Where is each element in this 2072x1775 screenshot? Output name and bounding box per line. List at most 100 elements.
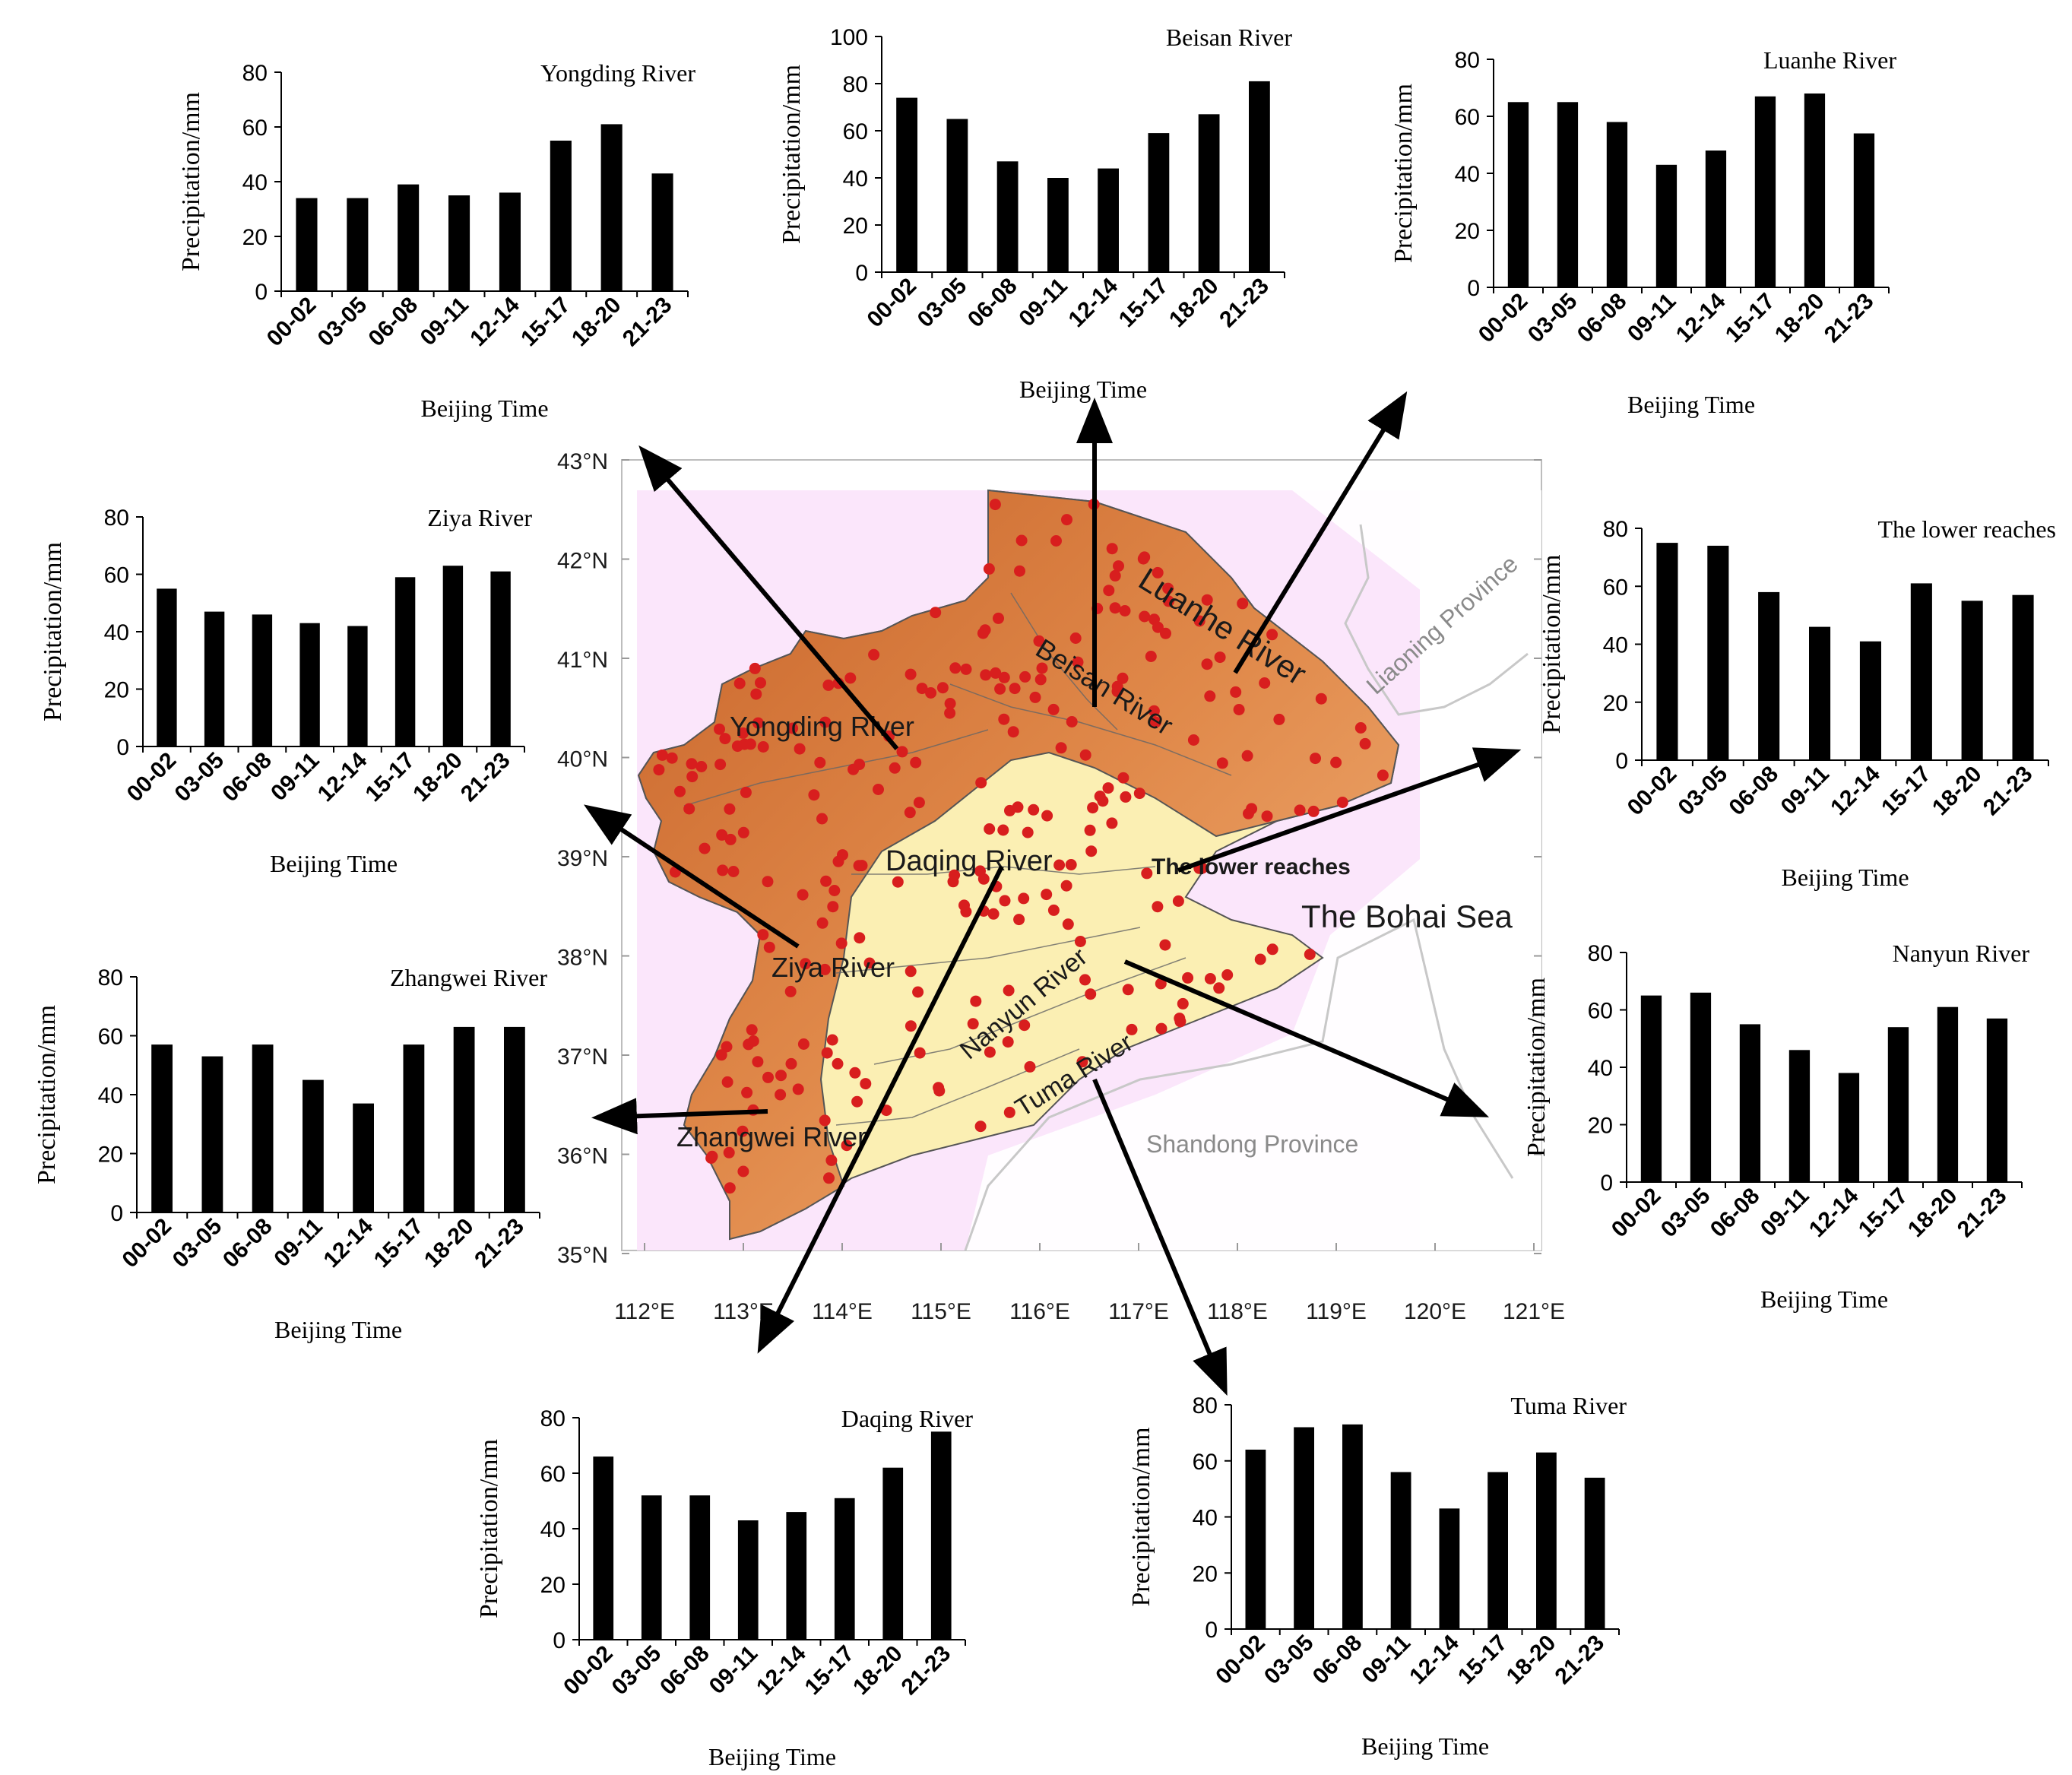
station-dot	[949, 662, 962, 674]
station-dot	[1034, 674, 1047, 686]
station-dot	[1055, 742, 1067, 754]
bar	[1655, 164, 1678, 288]
station-dot	[984, 1046, 996, 1058]
station-dot	[832, 1057, 844, 1070]
bar	[1804, 94, 1826, 287]
lon-label: 117°E	[1108, 1299, 1169, 1324]
x-axis-label: Beijing Time	[270, 850, 398, 877]
station-dot	[863, 957, 876, 969]
station-dot	[1103, 585, 1115, 597]
bar	[1690, 992, 1712, 1182]
lat-label: 40°N	[557, 747, 608, 772]
station-dot	[873, 784, 884, 795]
station-dot	[841, 1139, 853, 1152]
y-tick-label: 0	[553, 1628, 566, 1653]
station-dot	[1106, 543, 1118, 555]
station-dot	[1336, 797, 1348, 808]
station-dot	[1214, 651, 1226, 664]
lat-label: 36°N	[557, 1144, 608, 1169]
station-dot	[1119, 605, 1131, 616]
station-dot	[1102, 782, 1114, 794]
station-dot	[727, 866, 740, 877]
station-dot	[1014, 565, 1025, 577]
station-dot	[1036, 662, 1048, 674]
station-dot	[819, 1114, 831, 1127]
station-dot	[752, 1056, 764, 1068]
x-axis-label: Beijing Time	[1627, 391, 1755, 418]
bar	[1606, 122, 1628, 287]
y-axis-label: Precipitation/mm	[1127, 1427, 1155, 1606]
station-dot	[1106, 817, 1118, 829]
station-dot	[1029, 691, 1041, 703]
station-dot	[987, 908, 1000, 920]
bar	[151, 1044, 173, 1212]
station-dot	[1187, 734, 1199, 746]
x-tick-label: 21-23	[470, 1214, 529, 1273]
station-dot	[1009, 683, 1021, 695]
y-tick-label: 80	[98, 965, 123, 991]
x-tick-label: 15-17	[1854, 1184, 1913, 1243]
station-dot	[740, 786, 752, 798]
station-dot	[1294, 804, 1306, 816]
bar	[689, 1495, 711, 1640]
station-dot	[913, 797, 925, 809]
chart-zhangwei: 0 20 40 60 80 00-0203-0506-0809-1112-1415-171…	[33, 964, 547, 1343]
station-dot	[819, 716, 832, 728]
station-dot	[977, 627, 989, 639]
lon-label: 120°E	[1404, 1299, 1466, 1324]
y-tick-label: 60	[1193, 1450, 1218, 1475]
station-dot	[1013, 914, 1025, 926]
x-tick-label: 18-20	[1770, 289, 1830, 348]
station-dot	[721, 1041, 733, 1053]
x-axis-label: Beijing Time	[1760, 1285, 1888, 1313]
station-dot	[889, 762, 901, 774]
station-dot	[832, 855, 844, 867]
bar	[1249, 81, 1270, 273]
y-axis-label: Precipitation/mm	[39, 542, 67, 721]
chart-title: Zhangwei River	[390, 964, 547, 991]
station-dot	[1259, 677, 1271, 689]
chart-title: Daqing River	[841, 1405, 974, 1432]
bar	[448, 195, 470, 291]
bar	[1294, 1427, 1314, 1629]
y-tick-label: 0	[255, 280, 268, 305]
x-tick-label: 21-23	[1979, 762, 2038, 821]
station-dot	[1047, 703, 1060, 715]
bar	[1148, 133, 1170, 272]
station-dot	[960, 663, 972, 675]
station-dot	[1022, 826, 1034, 838]
x-tick-label: 00-02	[862, 274, 921, 333]
station-dot	[699, 842, 711, 854]
station-dot	[1019, 1019, 1031, 1032]
station-dot	[653, 764, 665, 776]
bar	[1859, 641, 1881, 760]
x-tick-label: 09-11	[1623, 289, 1681, 347]
station-dot	[1072, 656, 1084, 668]
x-tick-label: 03-05	[607, 1641, 667, 1701]
bar	[394, 577, 416, 746]
map-label-daqing: Daqing River	[886, 845, 1053, 877]
station-dot	[1061, 514, 1072, 526]
x-tick-label: 09-11	[266, 748, 324, 806]
bar	[1961, 601, 1983, 760]
y-tick-label: 20	[1455, 219, 1480, 244]
bar	[1047, 178, 1069, 272]
y-tick-label: 60	[98, 1025, 123, 1050]
x-tick-label: 03-05	[313, 293, 372, 352]
station-dot	[1141, 867, 1153, 880]
bar	[930, 1431, 952, 1640]
x-tick-label: 15-17	[516, 293, 575, 352]
arrow-to-tuma	[1092, 1078, 1228, 1396]
y-axis-label: Precipitation/mm	[475, 1439, 503, 1618]
station-dot	[994, 683, 1006, 695]
arrow-to-nanyun	[1123, 959, 1490, 1117]
bar	[1986, 1018, 2008, 1182]
station-dot	[1084, 824, 1096, 836]
x-tick-label: 12-14	[313, 747, 372, 807]
station-dot	[737, 1165, 749, 1178]
neighbor-land	[965, 490, 1541, 1250]
bar	[398, 184, 420, 291]
station-dot	[868, 648, 880, 661]
x-axis-label: Beijing Time	[274, 1316, 402, 1343]
station-dot	[1201, 658, 1213, 670]
